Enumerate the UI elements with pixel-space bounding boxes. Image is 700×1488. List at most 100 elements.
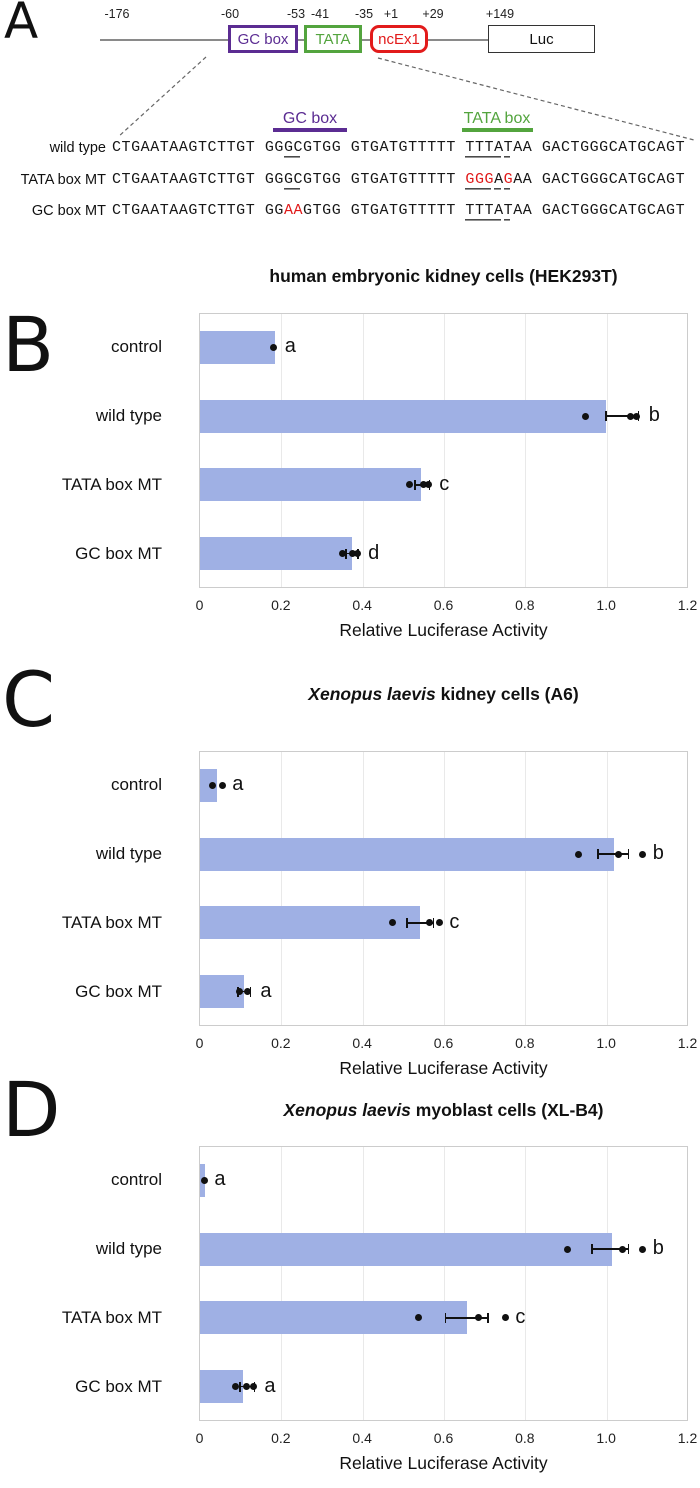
- chart-c-data-point-control: [218, 781, 226, 789]
- chart-c-data-point-control: [209, 781, 216, 789]
- chart-c-title: Xenopus laevis kidney cells (A6): [199, 684, 688, 705]
- panel-a-label: A: [4, 0, 39, 50]
- sequence-row-gc-box-mt: CTGAATAAGTCTTGT GGAAGTGG GTGATGTTTTT TTT…: [112, 202, 686, 221]
- chart-d-title: Xenopus laevis myoblast cells (XL-B4): [199, 1100, 688, 1121]
- chart-title-segment: kidney cells (A6): [435, 684, 579, 704]
- chart-d-x-tick-0-2: 0.2: [271, 1430, 291, 1446]
- chart-c-data-point-gc-box-mt: [243, 988, 251, 996]
- sequence-segment-underlined: GC: [283, 139, 304, 158]
- chart-d-data-point-tata-box-mt: [414, 1314, 422, 1322]
- gridline: [606, 314, 608, 587]
- gridline: [444, 752, 445, 1025]
- chart-c-x-axis-label: Relative Luciferase Activity: [339, 1058, 548, 1078]
- chart-d-sig-letter-tata-box-mt: c: [515, 1305, 526, 1328]
- chart-b-error-cap-left-tata-box-mt: [414, 479, 416, 490]
- chart-d-category-label-wild-type: wild type: [95, 1239, 162, 1259]
- chart-c-category-label-gc-box-mt: GC box MT: [75, 981, 162, 1001]
- chart-b-data-point-control: [270, 343, 277, 351]
- chart-d-sig-letter-control: a: [214, 1168, 226, 1191]
- chart-c-error-bar-wild-type: [598, 853, 629, 855]
- chart-d-data-point-wild-type: [618, 1245, 626, 1253]
- map-position-label--176: -176: [104, 7, 130, 21]
- chart-b-x-tick-1-0: 1.0: [596, 597, 616, 613]
- sequence-segment: AA GACTGGGCATGCAGT: [513, 202, 686, 219]
- gridline: [525, 752, 527, 1025]
- chart-d-x-axis-label: Relative Luciferase Activity: [339, 1453, 548, 1473]
- chart-c-error-bar-tata-box-mt: [406, 922, 434, 924]
- chart-b-category-label-tata-box-mt: TATA box MT: [61, 474, 162, 494]
- chart-d-data-point-wild-type: [639, 1245, 647, 1253]
- chart-b-category-label-control: control: [110, 337, 162, 357]
- chart-d-error-bar-wild-type: [591, 1248, 629, 1250]
- sequence-row-label-tata-box-mt: TATA box MT: [20, 171, 106, 188]
- map-position-label--1: +1: [383, 7, 399, 21]
- chart-c-bar-tata-box-mt: [200, 906, 420, 940]
- chart-d-data-point-control: [200, 1176, 208, 1184]
- chart-c-category-label-tata-box-mt: TATA box MT: [61, 912, 162, 932]
- chart-c-data-point-wild-type: [614, 850, 622, 858]
- map-position-label--35: -35: [354, 7, 374, 21]
- chart-c-x-tick-0: 0: [195, 1035, 204, 1051]
- chart-b-category-label-gc-box-mt: GC box MT: [75, 543, 162, 563]
- chart-b-data-point-wild-type: [633, 412, 641, 420]
- map-position-label--29: +29: [422, 7, 444, 21]
- sequence-segment: CTGAATAAGTCTTGT GG: [112, 170, 284, 188]
- chart-b-category-label-wild-type: wild type: [95, 406, 162, 426]
- chart-title-segment: myoblast cells (XL-B4): [410, 1100, 604, 1120]
- gridline: [525, 1147, 527, 1420]
- chart-d-error-cap-left-wild-type: [591, 1244, 593, 1255]
- gridline: [362, 752, 364, 1025]
- chart-c-error-cap-right-wild-type: [627, 849, 630, 860]
- chart-b-error-bar-wild-type: [606, 415, 639, 417]
- sequence-segment-underlined: TTTA: [465, 202, 504, 221]
- sequence-segment: CTGAATAAGTCTTGT GG: [112, 202, 284, 219]
- chart-title-segment: human embryonic kidney cells (HEK293T): [269, 266, 618, 286]
- chart-d-error-bar-tata-box-mt: [445, 1317, 489, 1319]
- chart-c-category-label-control: control: [110, 775, 162, 795]
- panel-b-label: B: [2, 300, 55, 389]
- sequence-segment: GTGG GTGATGTTTTT: [303, 139, 466, 156]
- chart-c-data-point-tata-box-mt: [425, 919, 433, 927]
- sequence-segment: AA GACTGGGCATGCAGT: [513, 170, 686, 188]
- gridline: [281, 1147, 283, 1420]
- chart-b-sig-letter-wild-type: b: [648, 404, 660, 427]
- chart-c-error-cap-right-tata-box-mt: [432, 917, 435, 928]
- map-box-luc: Luc: [488, 25, 595, 53]
- chart-b-x-tick-1-2: 1.2: [677, 597, 698, 613]
- chart-c-data-point-tata-box-mt: [435, 919, 443, 927]
- chart-b-bar-wild-type: [200, 399, 606, 433]
- chart-c-x-tick-1-0: 1.0: [596, 1035, 616, 1051]
- map-position-label--60: -60: [220, 7, 240, 21]
- chart-c-data-point-gc-box-mt: [235, 988, 243, 996]
- sequence-segment-mutated-underlined: G: [503, 170, 514, 190]
- map-box-tata: TATA: [304, 25, 362, 53]
- tata-box-annotation-label: TATA box: [463, 110, 531, 127]
- chart-d-bar-tata-box-mt: [200, 1301, 468, 1335]
- chart-c-x-tick-1-2: 1.2: [677, 1035, 698, 1051]
- chart-d-category-label-gc-box-mt: GC box MT: [75, 1376, 162, 1396]
- chart-d-x-tick-1-0: 1.0: [596, 1430, 616, 1446]
- chart-c-x-tick-0-8: 0.8: [515, 1035, 535, 1051]
- chart-d-x-tick-1-2: 1.2: [677, 1430, 698, 1446]
- map-position-label--41: -41: [310, 7, 330, 21]
- chart-b-x-tick-0-4: 0.4: [352, 597, 372, 613]
- chart-b-title: human embryonic kidney cells (HEK293T): [199, 266, 688, 287]
- chart-d-data-point-tata-box-mt: [474, 1314, 482, 1322]
- gc-box-annotation-bar: [273, 127, 347, 132]
- panel-c-label: C: [2, 655, 56, 744]
- chart-b-data-point-gc-box-mt: [353, 550, 361, 558]
- chart-b-data-point-gc-box-mt: [348, 550, 356, 558]
- chart-b-sig-letter-control: a: [284, 335, 296, 358]
- chart-c-x-tick-0-4: 0.4: [352, 1035, 372, 1051]
- sequence-segment-underlined: GC: [283, 170, 304, 190]
- chart-d-category-label-control: control: [110, 1170, 162, 1190]
- gridline: [281, 314, 283, 587]
- sequence-row-label-gc-box-mt: GC box MT: [31, 203, 106, 219]
- chart-b-x-tick-0-8: 0.8: [515, 597, 535, 613]
- chart-b-data-point-tata-box-mt: [419, 481, 427, 489]
- gridline: [606, 752, 608, 1025]
- chart-d-data-point-tata-box-mt: [501, 1314, 509, 1322]
- chart-d-x-tick-0-6: 0.6: [433, 1430, 454, 1446]
- chart-d-bar-wild-type: [200, 1232, 612, 1266]
- chart-d-error-cap-right-tata-box-mt: [487, 1312, 489, 1323]
